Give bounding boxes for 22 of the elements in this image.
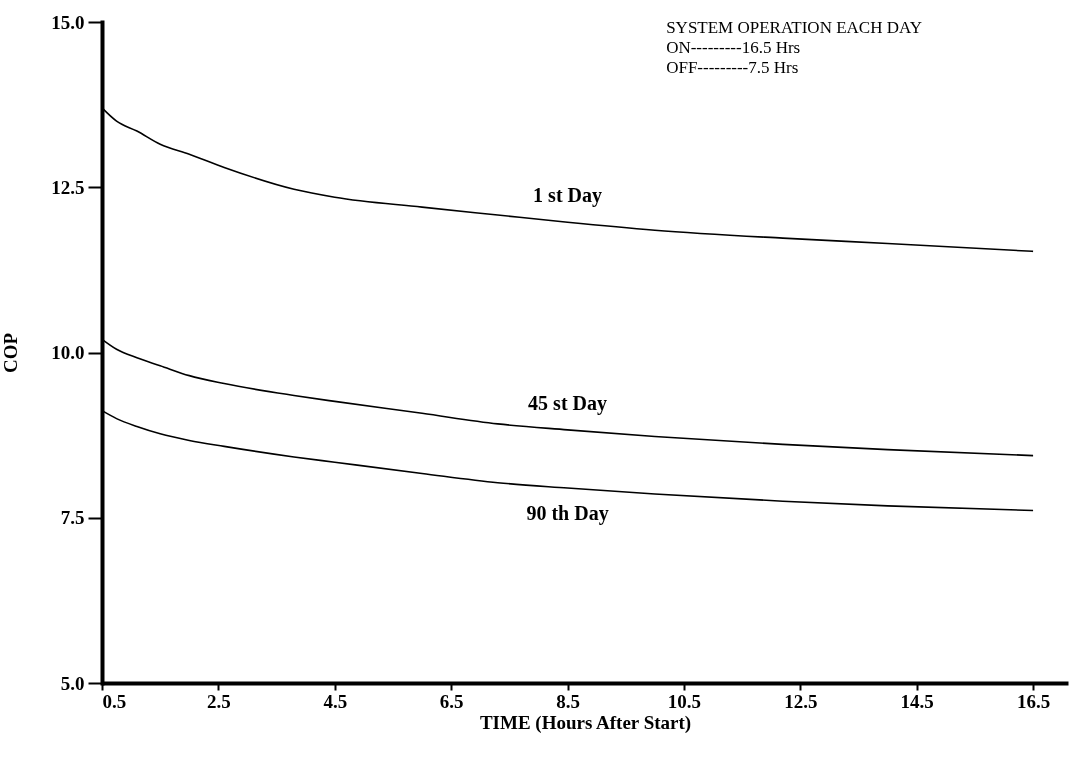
x-tick-label: 4.5 [323, 690, 348, 712]
x-tick-label: 6.5 [439, 690, 464, 712]
annotation: SYSTEM OPERATION EACH DAY [666, 18, 922, 37]
y-axis-title: COP [0, 332, 22, 374]
x-tick-label: 2.5 [207, 690, 231, 712]
annotation: ON---------16.5 Hrs [666, 38, 801, 57]
y-tick-label: 10.0 [51, 342, 85, 363]
x-tick-label: 12.5 [784, 690, 818, 712]
x-tick-label: 8.5 [556, 690, 580, 712]
series-label: 1 st Day [533, 184, 602, 208]
series-label: 90 th Day [526, 502, 609, 526]
y-tick-label: 15.0 [51, 11, 85, 33]
annotation: OFF---------7.5 Hrs [666, 58, 799, 77]
x-tick-label: 10.5 [667, 690, 702, 712]
x-axis-title: TIME (Hours After Start) [479, 711, 692, 734]
y-tick-label: 7.5 [60, 507, 85, 529]
x-tick-label: 0.5 [102, 690, 127, 712]
x-tick-label: 16.5 [1016, 690, 1051, 712]
x-tick-label: 14.5 [900, 690, 934, 712]
series-label: 45 st Day [528, 391, 607, 415]
y-tick-label: 5.0 [60, 672, 85, 694]
y-tick-label: 12.5 [51, 176, 85, 198]
